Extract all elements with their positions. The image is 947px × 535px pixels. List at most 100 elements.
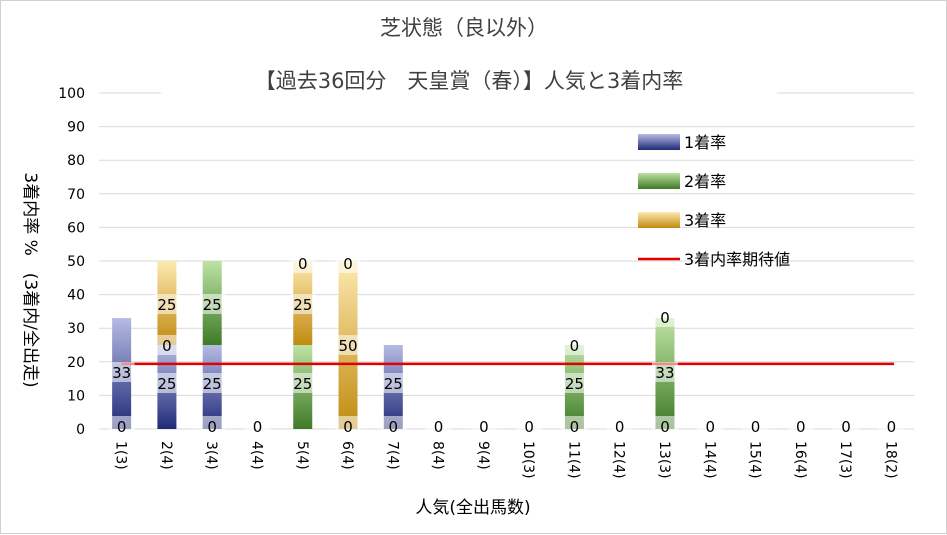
data-label: 25 — [203, 375, 222, 393]
data-label: 0 — [887, 418, 897, 436]
y-tick-label: 50 — [67, 254, 85, 270]
data-label-bg — [833, 416, 860, 436]
data-label-bg — [742, 416, 769, 436]
chart-subtitle: 【過去36回分 天皇賞（春）】人気と3着内率 — [255, 69, 684, 93]
x-tick-label: 5(4) — [294, 441, 310, 470]
data-label: 25 — [203, 296, 222, 314]
data-label-bg — [199, 373, 226, 393]
data-label: 0 — [524, 418, 534, 436]
x-tick-label: 10(3) — [520, 441, 536, 479]
legend-swatch — [638, 212, 680, 228]
data-label-bg — [289, 373, 316, 393]
data-label-bg — [289, 294, 316, 314]
data-label: 0 — [751, 418, 761, 436]
legend-swatch — [638, 173, 680, 189]
data-label-bg — [335, 416, 362, 436]
x-tick-label: 1(3) — [113, 441, 129, 470]
data-label: 0 — [253, 418, 263, 436]
data-label-bg — [153, 373, 180, 393]
data-label: 0 — [207, 418, 217, 436]
data-label-bg — [878, 416, 905, 436]
data-label-bg — [651, 362, 678, 382]
data-label-bg — [606, 416, 633, 436]
x-tick-label: 6(4) — [339, 441, 355, 470]
y-tick-label: 60 — [67, 220, 85, 236]
y-axis-label: 3着内率 % (3着内/全出走) — [20, 172, 40, 387]
bars — [112, 261, 675, 429]
data-label: 0 — [162, 337, 172, 355]
data-label: 25 — [565, 375, 584, 393]
data-label-bg — [199, 416, 226, 436]
data-label: 0 — [343, 255, 353, 273]
data-label: 0 — [660, 418, 670, 436]
x-tick-label: 12(4) — [611, 441, 627, 479]
data-label: 33 — [112, 364, 131, 382]
data-label: 25 — [293, 375, 312, 393]
data-labels: 0 33 25 0 25 0 25 25 0 25 25 0 0 50 0 0 25 0 0 0 0 25 0 0 0 33 0 0 0… — [108, 253, 905, 436]
data-label: 0 — [434, 418, 444, 436]
data-label: 0 — [841, 418, 851, 436]
data-label-bg — [108, 362, 135, 382]
x-tick-label: 15(4) — [747, 441, 763, 479]
data-label: 0 — [570, 337, 580, 355]
data-label-bg — [651, 307, 678, 327]
data-label-bg — [697, 416, 724, 436]
y-tick-label: 90 — [67, 120, 85, 136]
data-label: 0 — [615, 418, 625, 436]
data-label: 0 — [389, 418, 399, 436]
data-label: 25 — [384, 375, 403, 393]
axes: 0 10 20 30 40 50 60 70 80 90 100 1(3) 2(4) 3(4) 4(4) 5(… — [58, 86, 898, 479]
data-label: 33 — [655, 364, 674, 382]
data-label-bg — [335, 335, 362, 355]
legend: 1着率 2着率 3着率 3着内率期待値 — [638, 133, 790, 269]
x-tick-label: 7(4) — [384, 441, 400, 470]
y-tick-label: 40 — [67, 288, 85, 304]
data-label: 25 — [157, 375, 176, 393]
x-tick-label: 14(4) — [701, 441, 717, 479]
legend-swatch — [638, 134, 680, 150]
x-tick-label: 18(2) — [882, 441, 898, 479]
y-tick-label: 20 — [67, 355, 85, 371]
x-tick-label: 3(4) — [203, 441, 219, 470]
x-tick-label: 2(4) — [158, 441, 174, 470]
data-label-bg — [787, 416, 814, 436]
x-axis-label: 人気(全出馬数) — [415, 498, 530, 518]
x-tick-label: 13(3) — [656, 441, 672, 479]
x-tick-label: 9(4) — [475, 441, 491, 470]
data-label-bg — [153, 294, 180, 314]
y-tick-label: 100 — [58, 86, 85, 102]
data-label-bg — [289, 253, 316, 273]
data-label-bg — [380, 416, 407, 436]
data-label-bg — [516, 416, 543, 436]
legend-entry: 1着率 — [684, 133, 726, 152]
y-tick-label: 30 — [67, 321, 85, 337]
data-label: 0 — [343, 418, 353, 436]
legend-entry: 3着内率期待値 — [684, 250, 790, 269]
subtitle-background — [161, 61, 777, 95]
data-label-bg — [470, 416, 497, 436]
data-label: 25 — [157, 296, 176, 314]
data-label: 0 — [298, 255, 308, 273]
x-tick-label: 8(4) — [430, 441, 446, 470]
data-label-bg — [108, 416, 135, 436]
data-label: 0 — [660, 309, 670, 327]
x-tick-label: 4(4) — [248, 441, 264, 470]
data-label-bg — [425, 416, 452, 436]
data-label-bg — [651, 416, 678, 436]
data-label-bg — [561, 416, 588, 436]
data-label: 0 — [705, 418, 715, 436]
data-label-bg — [380, 373, 407, 393]
data-label: 0 — [117, 418, 127, 436]
data-label-bg — [561, 373, 588, 393]
legend-entry: 3着率 — [684, 211, 726, 230]
x-tick-label: 16(4) — [792, 441, 808, 479]
data-label-bg — [153, 335, 180, 355]
data-label: 0 — [796, 418, 806, 436]
y-tick-label: 0 — [76, 422, 85, 438]
data-label-bg — [561, 335, 588, 355]
data-label-bg — [199, 294, 226, 314]
data-label: 50 — [338, 337, 357, 355]
data-label-bg — [335, 253, 362, 273]
